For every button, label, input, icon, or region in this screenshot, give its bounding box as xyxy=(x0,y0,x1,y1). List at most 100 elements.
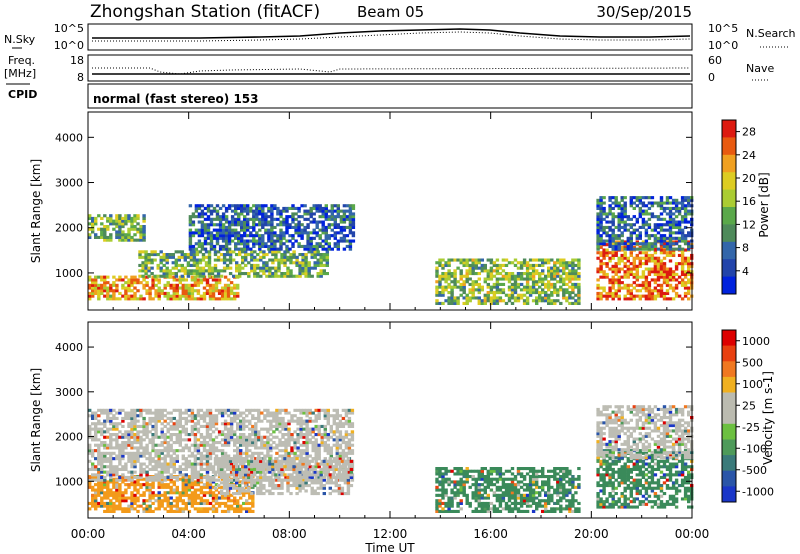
heatmap-cell xyxy=(513,274,518,278)
heatmap-cell xyxy=(599,201,603,205)
heatmap-cell xyxy=(196,457,201,461)
heatmap-cell xyxy=(671,278,676,282)
heatmap-cell xyxy=(196,408,201,412)
heatmap-cell xyxy=(240,236,244,240)
heatmap-cell xyxy=(311,449,315,453)
heatmap-cell xyxy=(217,475,222,479)
heatmap-cell xyxy=(559,301,563,305)
heatmap-cell xyxy=(274,269,278,273)
heatmap-cell xyxy=(325,263,329,267)
heatmap-cell xyxy=(326,443,330,447)
heatmap-cell xyxy=(289,274,293,278)
heatmap-cell xyxy=(278,419,282,423)
heatmap-cell xyxy=(166,451,170,455)
heatmap-cell xyxy=(474,258,478,262)
heatmap-cell xyxy=(665,240,670,244)
heatmap-cell xyxy=(118,291,122,295)
heatmap-cell xyxy=(252,209,256,213)
heatmap-cell xyxy=(202,424,207,428)
heatmap-cell xyxy=(187,499,192,503)
heatmap-cell xyxy=(209,231,214,235)
heatmap-cell xyxy=(238,266,242,270)
heatmap-cell xyxy=(450,274,454,278)
heatmap-cell xyxy=(186,263,191,267)
heatmap-cell xyxy=(266,427,270,431)
heatmap-cell xyxy=(232,250,236,254)
heatmap-cell xyxy=(541,263,545,267)
heatmap-cell xyxy=(127,233,131,237)
heatmap-cell xyxy=(336,247,340,251)
heatmap-cell xyxy=(139,465,143,469)
heatmap-cell xyxy=(650,228,655,232)
heatmap-cell xyxy=(181,446,185,450)
heatmap-cell xyxy=(264,220,268,224)
heatmap-cell xyxy=(248,449,252,453)
heatmap-cell xyxy=(274,255,278,259)
heatmap-cell xyxy=(192,250,197,254)
heatmap-cell xyxy=(151,501,155,505)
heatmap-cell xyxy=(130,225,134,229)
heatmap-cell xyxy=(163,462,167,466)
heatmap-cell xyxy=(222,269,227,273)
heatmap-cell xyxy=(211,286,216,290)
heatmap-cell xyxy=(547,293,551,297)
heatmap-cell xyxy=(306,244,310,248)
heatmap-cell xyxy=(188,231,193,235)
heatmap-cell xyxy=(291,204,295,208)
heatmap-cell xyxy=(172,289,176,293)
heatmap-cell xyxy=(88,435,92,439)
heatmap-cell xyxy=(644,297,649,301)
heatmap-cell xyxy=(240,220,244,224)
heatmap-cell xyxy=(602,201,606,205)
heatmap-cell xyxy=(559,261,563,265)
heatmap-cell xyxy=(229,427,234,431)
heatmap-cell xyxy=(248,454,252,458)
heatmap-cell xyxy=(106,496,110,500)
heatmap-cell xyxy=(565,266,569,270)
heatmap-cell xyxy=(326,435,330,439)
heatmap-cell xyxy=(441,293,445,297)
heatmap-cell xyxy=(97,422,101,426)
heatmap-cell xyxy=(184,446,188,450)
heatmap-cell xyxy=(550,272,554,276)
heatmap-cell xyxy=(133,286,137,290)
heatmap-cell xyxy=(659,239,664,243)
heatmap-cell xyxy=(629,198,633,202)
heatmap-cell xyxy=(194,231,199,235)
heatmap-cell xyxy=(284,422,288,426)
nsky-trace xyxy=(92,28,691,39)
heatmap-cell xyxy=(94,499,98,503)
heatmap-cell xyxy=(617,275,621,279)
heatmap-cell xyxy=(320,435,324,439)
heatmap-cell xyxy=(258,244,262,248)
heatmap-cell xyxy=(596,278,600,282)
heatmap-cell xyxy=(115,422,119,426)
heatmap-cell xyxy=(647,259,652,263)
heatmap-cell xyxy=(208,297,213,301)
heatmap-cell xyxy=(97,459,101,463)
heatmap-cell xyxy=(127,238,131,242)
heatmap-cell xyxy=(97,457,101,461)
heatmap-cell xyxy=(106,289,110,293)
heatmap-cell xyxy=(298,269,302,273)
heatmap-cell xyxy=(510,261,515,265)
heatmap-cell xyxy=(100,227,104,231)
heatmap-cell xyxy=(88,408,92,412)
heatmap-cell xyxy=(317,449,321,453)
heatmap-cell xyxy=(206,217,211,221)
heatmap-cell xyxy=(157,478,161,482)
heatmap-cell xyxy=(571,288,575,292)
heatmap-cell xyxy=(342,220,347,224)
heatmap-cell xyxy=(314,446,318,450)
heatmap-cell xyxy=(602,272,606,276)
heatmap-cell xyxy=(181,430,185,434)
heatmap-cell xyxy=(258,247,262,251)
heatmap-cell xyxy=(614,270,618,274)
heatmap-cell xyxy=(221,223,226,227)
heatmap-cell xyxy=(623,264,627,268)
heatmap-cell xyxy=(441,274,445,278)
heatmap-cell xyxy=(653,234,658,238)
heatmap-cell xyxy=(193,416,198,420)
heatmap-cell xyxy=(127,424,131,428)
heatmap-cell xyxy=(88,467,92,471)
